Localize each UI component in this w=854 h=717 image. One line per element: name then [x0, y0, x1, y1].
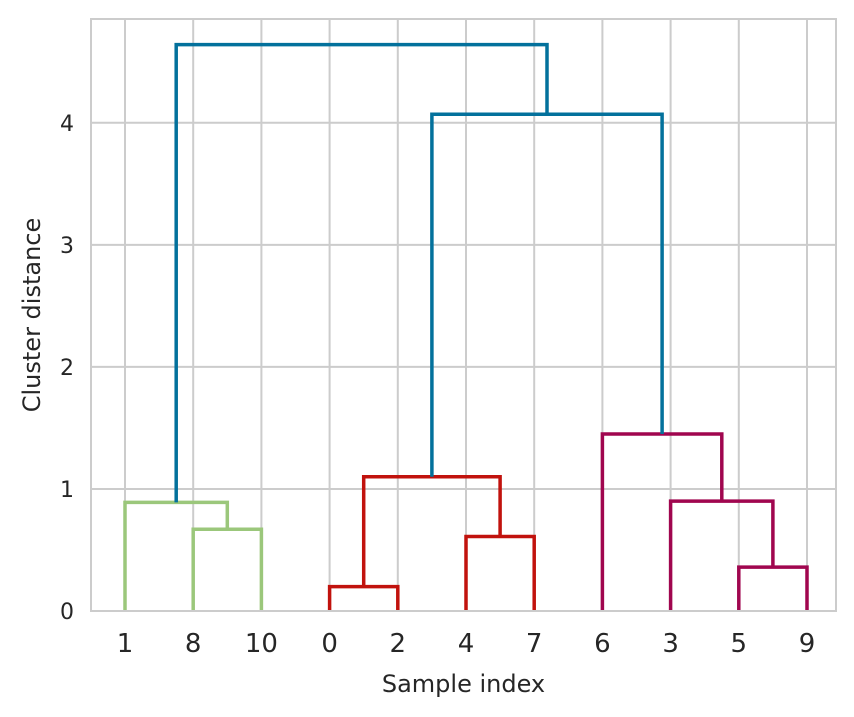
- x-tick-label: 10: [245, 629, 278, 659]
- grid: [91, 19, 836, 612]
- y-tick-label: 0: [60, 600, 74, 625]
- y-tick-label: 4: [60, 112, 74, 137]
- x-tick-label: 4: [458, 629, 475, 659]
- x-tick-label: 7: [526, 629, 543, 659]
- x-tick-label: 6: [594, 629, 611, 659]
- dendrogram-link: [361, 474, 502, 587]
- x-tick-label: 5: [731, 629, 748, 659]
- x-tick-label: 2: [390, 629, 407, 659]
- x-tick-label: 9: [799, 629, 816, 659]
- dendrogram-links: [123, 42, 809, 611]
- tick-labels: 1 8 10 0 2 4 7 6 3 5 9 0 1 2 3 4: [60, 112, 815, 659]
- dendrogram-link: [737, 565, 809, 611]
- x-tick-label: 3: [662, 629, 679, 659]
- dendrogram-link: [600, 432, 724, 611]
- y-tick-label: 1: [60, 478, 74, 503]
- x-axis-title: Sample index: [382, 670, 545, 698]
- plot-frame: [90, 18, 837, 612]
- y-tick-label: 3: [60, 234, 74, 259]
- dendrogram-link: [668, 499, 775, 611]
- y-tick-label: 2: [60, 356, 74, 381]
- dendrogram-link: [327, 584, 400, 611]
- dendrogram-link: [174, 42, 549, 503]
- y-axis-title: Cluster distance: [18, 218, 46, 413]
- x-tick-label: 1: [117, 629, 134, 659]
- x-tick-label: 0: [321, 629, 338, 659]
- dendrogram-link: [191, 527, 264, 611]
- dendrogram-link: [464, 534, 536, 611]
- dendrogram-link: [123, 500, 230, 611]
- x-tick-label: 8: [185, 629, 202, 659]
